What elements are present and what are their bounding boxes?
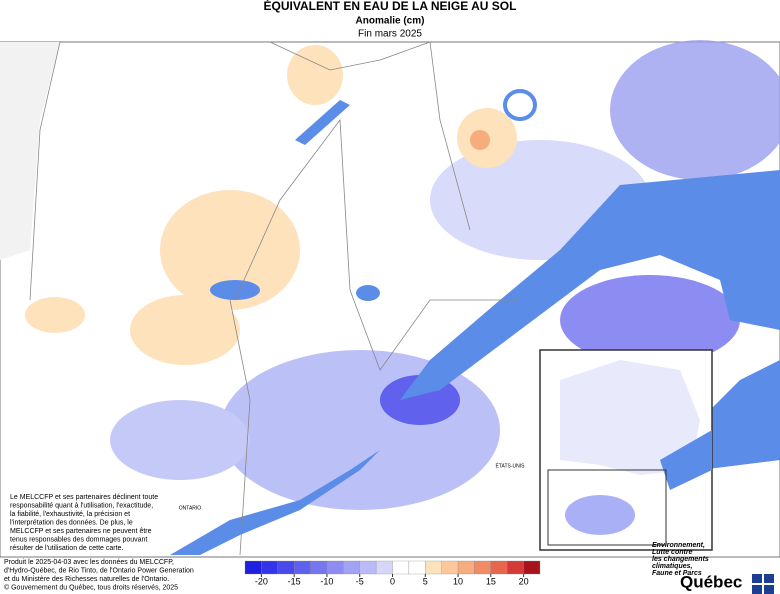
footer-line: et du Ministère des Richesses naturelles… bbox=[4, 576, 169, 583]
footer-line: © Gouvernement du Québec, tous droits ré… bbox=[4, 583, 178, 591]
logo-line: les changements bbox=[652, 556, 709, 563]
legend-swatch bbox=[474, 560, 491, 575]
disclaimer-line: MELCCFP et ses partenaires ne peuvent êt… bbox=[10, 528, 152, 535]
logo-line: Environnement, bbox=[652, 542, 705, 549]
legend-swatch bbox=[294, 560, 311, 575]
legend-swatch bbox=[277, 560, 295, 575]
logo-line: Faune et Parcs bbox=[652, 570, 702, 577]
legend-tick-label: -10 bbox=[320, 576, 333, 586]
inset-gulf bbox=[660, 430, 712, 490]
anomaly bbox=[470, 130, 490, 150]
footer: Produit le 2025-04-03 avec les données d… bbox=[4, 559, 194, 592]
disclaimer-line: la fiabilité, l'exhaustivité, la précisi… bbox=[10, 511, 130, 518]
legend-tick-label: 5 bbox=[423, 576, 428, 586]
legend-swatch bbox=[408, 560, 426, 575]
legend-swatch bbox=[359, 560, 377, 575]
logo-line: Lutte contre bbox=[652, 549, 693, 556]
legend-swatch bbox=[490, 560, 508, 575]
legend-swatch bbox=[523, 560, 541, 575]
anomaly bbox=[130, 295, 240, 365]
period: Fin mars 2025 bbox=[358, 29, 422, 40]
legend-tick-label: -5 bbox=[356, 576, 364, 586]
legend-tick-label: 20 bbox=[519, 576, 529, 586]
anomaly bbox=[560, 275, 740, 365]
legend-tick-label: 15 bbox=[486, 576, 496, 586]
legend-swatch bbox=[457, 560, 475, 575]
legend-swatch bbox=[392, 560, 410, 575]
disclaimer-line: Le MELCCFP et ses partenaires déclinent … bbox=[10, 494, 158, 501]
legend-swatch bbox=[343, 560, 360, 575]
inset-land bbox=[560, 360, 700, 475]
logo-flag bbox=[752, 574, 762, 583]
inset-anomaly bbox=[565, 495, 635, 535]
anomaly bbox=[287, 45, 343, 105]
inset-extent bbox=[547, 469, 667, 546]
anomaly bbox=[110, 400, 250, 480]
logo-flag bbox=[764, 585, 774, 594]
ocean bbox=[700, 360, 780, 470]
anomaly bbox=[160, 190, 300, 310]
lake bbox=[295, 100, 350, 145]
legend-tick-label: -15 bbox=[288, 576, 301, 586]
legend-swatch bbox=[375, 560, 393, 575]
outside-area bbox=[0, 42, 60, 260]
region-label: ÉTATS-UNIS bbox=[496, 462, 526, 469]
disclaimer-line: résulter de l'utilisation de cette carte… bbox=[10, 545, 123, 552]
footer-line: d'Hydro-Québec, de Rio Tinto, de l'Ontar… bbox=[4, 567, 194, 574]
legend-swatch bbox=[244, 560, 262, 575]
disclaimer-line: responsabilité quant à l'utilisation, l'… bbox=[10, 502, 153, 509]
lake bbox=[356, 285, 380, 301]
disclaimer-line: l'interprétation des données. De plus, l… bbox=[10, 519, 133, 526]
legend: -20 -15 -10 -5 0 5 10 15 20 bbox=[244, 560, 541, 586]
river bbox=[170, 450, 380, 555]
lake bbox=[210, 280, 260, 300]
legend-tick-label: 10 bbox=[453, 576, 463, 586]
legend-tick-label: -20 bbox=[255, 576, 268, 586]
region-label: ONTARIO bbox=[179, 505, 202, 511]
legend-swatch bbox=[425, 560, 442, 575]
title: ÉQUIVALENT EN EAU DE LA NEIGE AU SOL bbox=[264, 0, 517, 13]
logo-name: Québec bbox=[680, 572, 742, 591]
logo-flag bbox=[764, 574, 774, 583]
anomaly bbox=[610, 40, 780, 180]
gulf bbox=[400, 170, 780, 400]
legend-swatch bbox=[310, 560, 328, 575]
logo-line: climatiques, bbox=[652, 563, 693, 570]
disclaimer-line: tenus responsables des dommages pouvant bbox=[10, 536, 147, 543]
disclaimer: Le MELCCFP et ses partenaires déclinent … bbox=[10, 494, 158, 552]
legend-tick-label: 0 bbox=[390, 576, 395, 586]
border bbox=[29, 41, 520, 556]
lake bbox=[503, 89, 537, 121]
logo-flag bbox=[752, 585, 762, 594]
inset-map bbox=[539, 349, 713, 551]
legend-swatch bbox=[326, 560, 344, 575]
subtitle: Anomalie (cm) bbox=[356, 16, 425, 27]
map: ONTARIO ÉTATS-UNIS bbox=[0, 40, 780, 558]
legend-swatch bbox=[507, 560, 524, 575]
legend-swatch bbox=[261, 560, 278, 575]
anomaly bbox=[25, 297, 85, 333]
footer-line: Produit le 2025-04-03 avec les données d… bbox=[4, 559, 174, 566]
legend-swatch bbox=[441, 560, 459, 575]
